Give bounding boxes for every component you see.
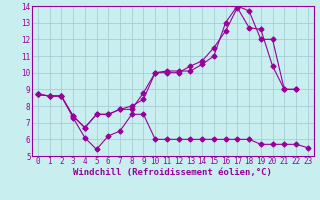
X-axis label: Windchill (Refroidissement éolien,°C): Windchill (Refroidissement éolien,°C) [73,168,272,177]
